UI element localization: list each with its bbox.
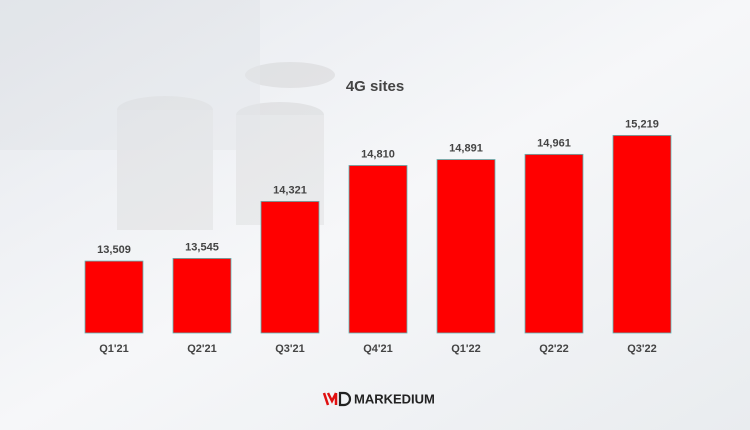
- bar: [612, 134, 672, 334]
- x-tick-label: Q1'22: [451, 343, 481, 355]
- data-label: 15,219: [625, 118, 659, 130]
- x-tick-label: Q3'22: [627, 343, 657, 355]
- data-label: 14,891: [449, 142, 483, 154]
- chart-title: 4G sites: [346, 78, 404, 95]
- bar: [436, 159, 496, 334]
- x-tick-label: Q2'22: [539, 343, 569, 355]
- bar: [172, 258, 232, 334]
- data-label: 14,810: [361, 148, 395, 160]
- logo: MARKEDIUM: [322, 391, 435, 406]
- x-tick-label: Q1'21: [99, 343, 129, 355]
- bar: [84, 260, 144, 334]
- x-tick-label: Q2'21: [187, 343, 217, 355]
- brand: MARKEDIUM: [354, 391, 435, 406]
- data-label: 14,321: [273, 184, 307, 196]
- data-label: 14,961: [537, 137, 571, 149]
- bar: [524, 153, 584, 334]
- x-tick-label: Q3'21: [275, 343, 305, 355]
- bar: [260, 200, 320, 334]
- data-label: 13,509: [97, 244, 131, 256]
- bar: [348, 165, 408, 334]
- x-tick-label: Q4'21: [363, 343, 393, 355]
- data-label: 13,545: [185, 241, 219, 253]
